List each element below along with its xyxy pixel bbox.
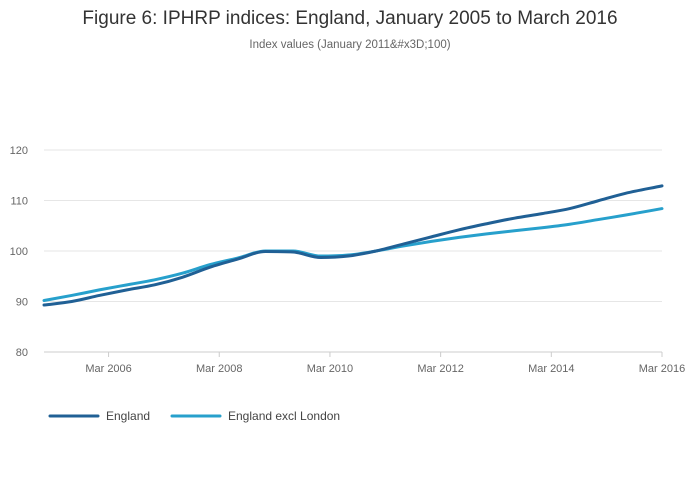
legend-item-england[interactable]: England [48,409,150,423]
chart-legend[interactable]: England England excl London [48,409,340,423]
x-tick-label: Mar 2006 [85,363,131,375]
series-line-england [42,184,664,307]
gridlines [44,149,662,302]
legend-item-england-excl-london[interactable]: England excl London [170,409,340,423]
y-axis: 80 90 100 110 120 [10,145,28,359]
y-tick-label-110: 110 [10,196,28,208]
x-tick-label: Mar 2012 [417,363,463,375]
x-tick-label: Mar 2016 [639,363,685,375]
x-tick-label: Mar 2014 [528,363,574,375]
legend-label: England excl London [228,409,340,423]
y-tick-label-80: 80 [16,347,28,359]
chart-subtitle: Index values (January 2011&#x3D;100) [249,39,450,51]
x-tick-label: Mar 2010 [307,363,353,375]
y-tick-label-90: 90 [16,297,28,309]
y-tick-label-100: 100 [10,246,28,258]
chart-title: Figure 6: IPHRP indices: England, Januar… [82,8,617,29]
y-tick-label-120: 120 [10,145,28,157]
x-axis: Mar 2006 Mar 2008 Mar 2010 Mar 2012 Mar 2014… [44,351,685,375]
legend-label: England [106,409,150,423]
series-lines [42,184,664,307]
x-tick-label: Mar 2008 [196,363,242,375]
